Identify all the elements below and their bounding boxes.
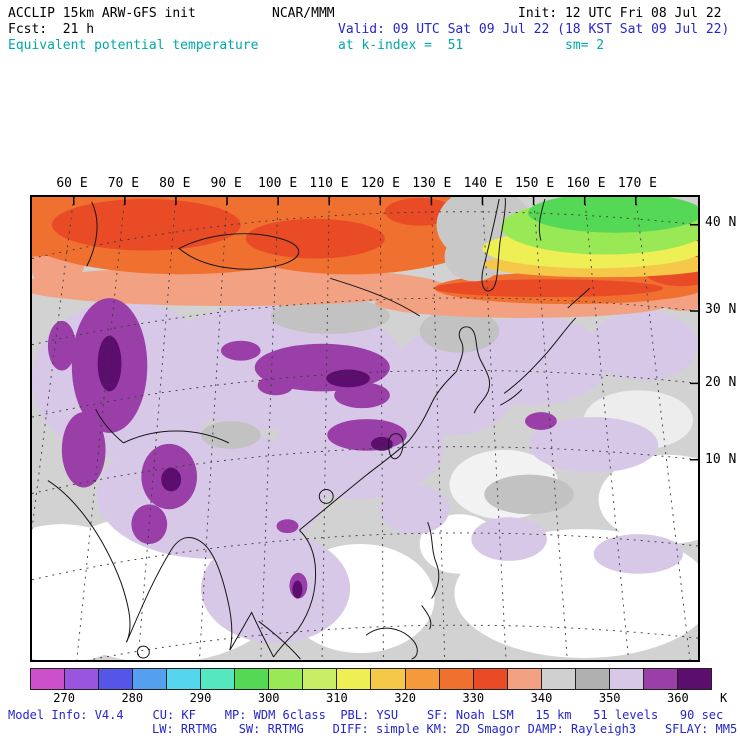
- colorbar-segment: [65, 669, 100, 689]
- colorbar-segment: [473, 669, 508, 689]
- colorbar-segment: [269, 669, 304, 689]
- lon-label: 90 E: [210, 176, 242, 191]
- colorbar-segment: [677, 669, 711, 689]
- model-physics-line1: Model Info: V4.4 CU: KF MP: WDM 6class P…: [8, 708, 724, 722]
- lon-label: 120 E: [360, 176, 400, 191]
- colorbar-tick: 360: [667, 691, 689, 705]
- lat-label: 30 N: [705, 302, 737, 317]
- colorbar-segment: [235, 669, 270, 689]
- colorbar-segment: [31, 669, 66, 689]
- lon-label: 150 E: [515, 176, 555, 191]
- colorbar-tick: 340: [530, 691, 553, 705]
- lon-label: 160 E: [566, 176, 606, 191]
- colorbar-segment: [609, 669, 644, 689]
- valid-time: Valid: 09 UTC Sat 09 Jul 22 (18 KST Sat …: [338, 22, 730, 37]
- colorbar-tick: 300: [257, 691, 280, 705]
- colorbar-segment: [303, 669, 338, 689]
- map-frame: [30, 195, 700, 662]
- coastlines: [47, 197, 591, 660]
- colorbar-tick: 310: [326, 691, 348, 705]
- lon-label: 70 E: [107, 176, 140, 191]
- forecast-hour: Fcst: 21 h: [8, 22, 95, 37]
- lat-label: 10 N: [705, 452, 737, 467]
- colorbar-tick: 330: [462, 691, 485, 705]
- level-info: at k-index = 51: [338, 38, 464, 53]
- colorbar-tick: 280: [121, 691, 144, 705]
- lat-label: 40 N: [705, 215, 737, 230]
- model-physics-line2: LW: RRTMG SW: RRTMG DIFF: simple KM: 2D …: [152, 722, 738, 736]
- colorbar-segment: [507, 669, 542, 689]
- colorbar-tick: 270: [53, 691, 75, 705]
- colorbar-segment: [371, 669, 406, 689]
- theta-e-shading: [32, 197, 698, 660]
- lon-label: 60 E: [56, 176, 88, 191]
- org-name: NCAR/MMM: [272, 6, 335, 21]
- colorbar-segment: [133, 669, 168, 689]
- colorbar-tick: 290: [189, 691, 212, 705]
- colorbar-segment: [405, 669, 440, 689]
- lat-label: 20 N: [705, 375, 737, 390]
- colorbar-segment: [439, 669, 474, 689]
- lon-label: 80 E: [159, 176, 191, 191]
- lon-label: 100 E: [258, 176, 298, 191]
- lon-label: 170 E: [617, 176, 657, 191]
- colorbar-segment: [99, 669, 134, 689]
- model-title: ACCLIP 15km ARW-GFS init: [8, 6, 196, 21]
- colorbar-segment: [643, 669, 678, 689]
- lon-label: 130 E: [412, 176, 452, 191]
- colorbar-segment: [167, 669, 202, 689]
- axis-ticks: [73, 197, 698, 461]
- init-time: Init: 12 UTC Fri 08 Jul 22: [518, 6, 722, 21]
- map-canvas: [32, 197, 698, 660]
- colorbar-segment: [201, 669, 236, 689]
- lon-label: 110 E: [309, 176, 349, 191]
- colorbar-segment: [541, 669, 576, 689]
- smoothing-info: sm= 2: [565, 38, 605, 53]
- lon-label: 140 E: [463, 176, 503, 191]
- colorbar-segment: [337, 669, 372, 689]
- colorbar-segment: [575, 669, 610, 689]
- latlon-grid: [32, 197, 698, 660]
- colorbar-tick: 320: [394, 691, 416, 705]
- colorbar-unit: K: [720, 691, 728, 705]
- colorbar-legend: [30, 668, 712, 690]
- field-name: Equivalent potential temperature: [8, 38, 259, 53]
- colorbar-tick: 350: [598, 691, 621, 705]
